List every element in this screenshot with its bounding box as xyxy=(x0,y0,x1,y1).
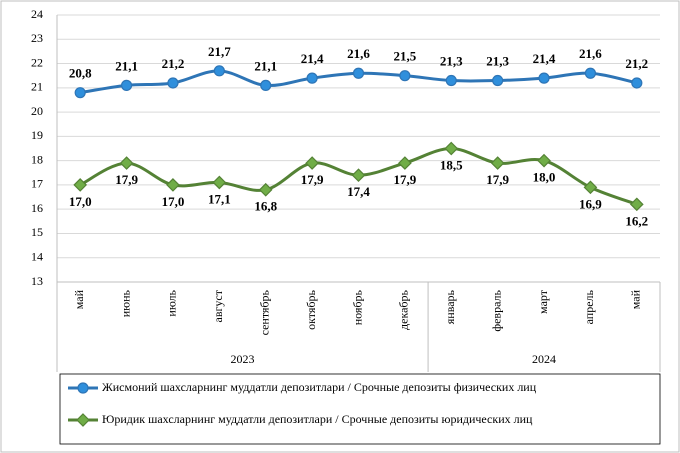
y-tick-label: 23 xyxy=(31,31,43,45)
data-label: 21,4 xyxy=(301,51,324,66)
y-tick-label: 22 xyxy=(31,55,43,69)
point xyxy=(584,67,597,79)
data-label: 21,2 xyxy=(162,56,185,71)
y-tick-label: 18 xyxy=(31,152,43,166)
x-tick-label: май xyxy=(72,289,86,309)
data-label: 21,1 xyxy=(115,58,138,73)
group-label: 2024 xyxy=(532,352,556,366)
data-label: 16,2 xyxy=(625,213,648,228)
x-tick-label: февраль xyxy=(489,289,503,331)
point xyxy=(306,72,318,84)
data-label: 17,9 xyxy=(486,172,509,187)
point xyxy=(490,156,505,170)
data-label: 21,3 xyxy=(440,54,463,69)
point xyxy=(73,178,88,192)
data-label: 21,5 xyxy=(394,49,417,64)
legend-marker xyxy=(77,382,89,394)
data-label: 17,0 xyxy=(162,194,185,209)
point xyxy=(167,77,179,89)
x-tick-label: ноябрь xyxy=(350,289,364,325)
x-tick-label: апрель xyxy=(582,289,596,324)
x-tick-label: март xyxy=(536,289,550,314)
point xyxy=(445,74,457,87)
y-tick-label: 14 xyxy=(31,249,43,263)
data-label: 18,5 xyxy=(440,157,463,172)
y-tick-label: 17 xyxy=(31,177,43,191)
point xyxy=(74,87,86,99)
point xyxy=(166,178,180,192)
x-tick-label: июль xyxy=(165,289,179,316)
y-tick-label: 13 xyxy=(31,274,43,288)
data-label: 17,9 xyxy=(301,172,324,187)
point xyxy=(119,156,134,170)
legend-box xyxy=(59,373,661,445)
data-label: 17,4 xyxy=(347,184,370,199)
data-label: 20,8 xyxy=(69,66,92,81)
data-label: 16,8 xyxy=(254,199,277,214)
point xyxy=(399,70,411,82)
data-label: 17,9 xyxy=(394,172,417,187)
legend-label: Юридик шахсларнинг муддатли депозитлари … xyxy=(102,412,533,426)
point xyxy=(629,197,644,212)
point xyxy=(444,141,459,156)
y-tick-label: 16 xyxy=(31,201,43,215)
point xyxy=(583,180,598,195)
point xyxy=(305,156,319,170)
y-tick-label: 15 xyxy=(31,225,43,239)
point xyxy=(258,182,273,197)
point xyxy=(351,168,366,183)
x-tick-label: май xyxy=(629,289,643,309)
x-tick-label: январь xyxy=(443,289,457,324)
data-label: 17,9 xyxy=(115,172,138,187)
x-tick-label: июнь xyxy=(118,289,132,317)
point xyxy=(260,79,272,91)
data-label: 21,2 xyxy=(625,56,648,71)
data-label: 21,7 xyxy=(208,44,231,59)
data-label: 21,4 xyxy=(533,51,556,66)
y-tick-label: 24 xyxy=(31,7,43,21)
y-tick-label: 21 xyxy=(31,80,43,94)
point xyxy=(538,72,550,84)
data-label: 16,9 xyxy=(579,196,602,211)
data-label: 17,0 xyxy=(69,194,92,209)
point xyxy=(631,77,643,89)
x-tick-label: август xyxy=(211,289,225,322)
data-label: 18,0 xyxy=(533,170,556,185)
point xyxy=(120,79,133,91)
point xyxy=(537,153,551,168)
data-label: 21,6 xyxy=(347,46,370,61)
data-label: 17,1 xyxy=(208,191,231,206)
point xyxy=(398,156,412,170)
legend-label: Жисмоний шахсларнинг муддатли депозитлар… xyxy=(102,380,537,394)
data-label: 21,6 xyxy=(579,46,602,61)
x-tick-label: сентябрь xyxy=(257,289,271,335)
y-tick-label: 20 xyxy=(31,104,43,118)
x-tick-label: октябрь xyxy=(304,289,318,329)
point xyxy=(212,175,227,190)
data-label: 21,3 xyxy=(486,54,509,69)
data-label: 21,1 xyxy=(254,58,277,73)
x-tick-label: декабрь xyxy=(397,289,411,330)
group-label: 2023 xyxy=(231,352,255,366)
point xyxy=(352,67,365,79)
y-tick-label: 19 xyxy=(31,128,43,142)
point xyxy=(492,74,504,87)
legend-marker xyxy=(76,413,90,427)
point xyxy=(213,65,225,77)
